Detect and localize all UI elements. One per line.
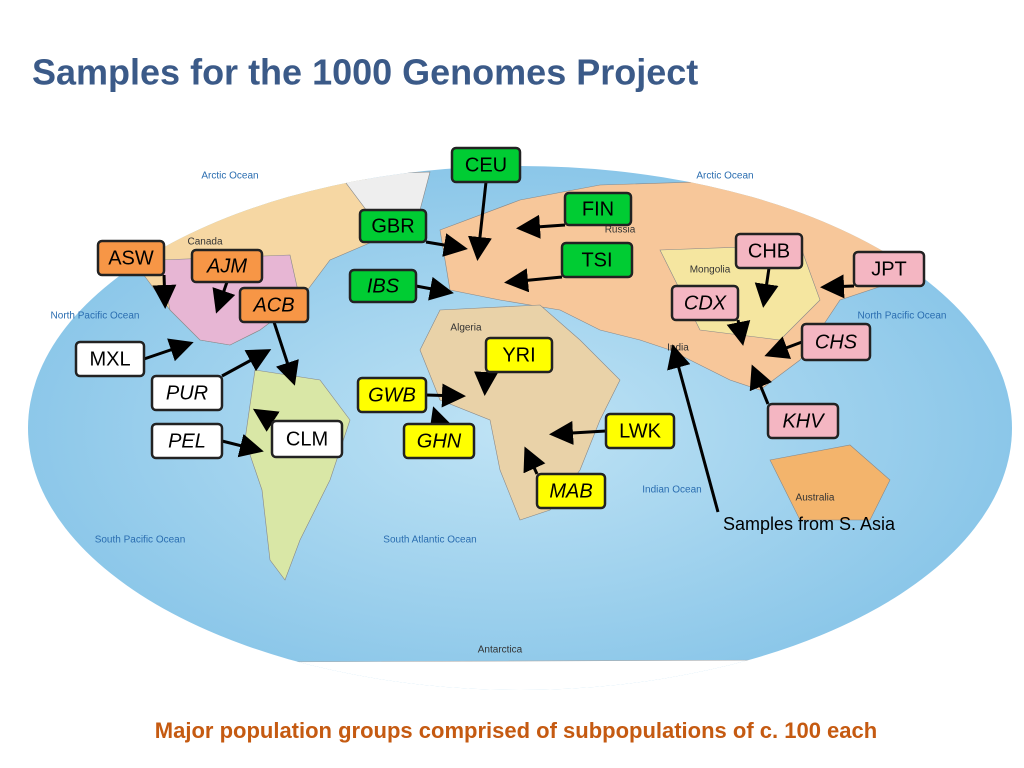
note-arrow [667, 344, 720, 513]
pointer-arrow [468, 181, 492, 261]
population-label: PEL [168, 430, 206, 452]
population-label: GHN [417, 430, 462, 452]
map-label: Australia [796, 493, 835, 504]
map-label: Arctic Ocean [201, 171, 258, 182]
population-label: ACB [252, 294, 294, 316]
pointer-arrow [152, 274, 177, 309]
population-box [484, 336, 554, 374]
slide-title: Samples for the 1000 Genomes Project [32, 52, 698, 93]
map-label: Indian Ocean [642, 485, 702, 496]
population-box [766, 402, 840, 440]
pointer-arrow [504, 268, 563, 293]
population-label: KHV [782, 410, 825, 432]
population-label: ASW [108, 247, 154, 269]
map-label: Canada [187, 237, 222, 248]
population-label: LWK [619, 420, 662, 442]
population-box [852, 250, 926, 288]
population-label: CDX [684, 292, 727, 314]
population-box [348, 268, 418, 304]
pointer-arrow [749, 364, 772, 405]
population-box [150, 374, 224, 412]
pointer-arrow [425, 383, 466, 408]
population-label: PUR [166, 382, 208, 404]
population-label: CHS [815, 331, 858, 353]
map-label: North Pacific Ocean [858, 311, 947, 322]
pointer-arrow [726, 319, 751, 346]
population-label: CEU [465, 154, 507, 176]
population-label: YRI [502, 344, 535, 366]
pointer-arrow [516, 214, 566, 239]
map-label: North Pacific Ocean [51, 311, 140, 322]
pointer-arrow [415, 276, 454, 301]
pointer-arrow [143, 338, 194, 362]
population-box [560, 241, 634, 279]
pointer-arrow [252, 408, 280, 432]
map-label: Mongolia [690, 265, 731, 276]
pointer-arrow [272, 321, 299, 386]
pointer-arrow [820, 274, 855, 299]
population-label: AJM [206, 255, 247, 277]
population-box [535, 472, 607, 510]
population-label: MXL [89, 348, 130, 370]
population-label: MAB [549, 480, 592, 502]
population-box [150, 422, 224, 460]
population-box [238, 286, 310, 324]
pointer-arrow [429, 406, 453, 433]
map-label: Arctic Ocean [696, 171, 753, 182]
population-box [356, 376, 428, 414]
population-box [358, 208, 428, 244]
pointer-arrow [221, 433, 264, 458]
population-box [670, 284, 740, 322]
pointer-arrow [754, 267, 779, 308]
population-label: FIN [582, 198, 614, 220]
pointer-arrow [221, 349, 272, 378]
population-box [190, 248, 264, 284]
footer: Major population groups comprised of sub… [155, 718, 877, 743]
pointer-arrow [474, 371, 498, 396]
population-box [270, 419, 344, 459]
population-label: JPT [871, 258, 907, 280]
map-label: South Atlantic Ocean [383, 535, 476, 546]
note: Samples from S. Asia [723, 514, 896, 534]
population-label: GWB [368, 384, 416, 406]
pointer-arrow [523, 446, 546, 475]
map-label: Antarctica [478, 645, 523, 656]
population-label: GBR [371, 215, 414, 237]
map-label: South Pacific Ocean [95, 535, 186, 546]
population-box [450, 146, 522, 184]
population-label: CHB [748, 240, 790, 262]
map-label: Russia [605, 225, 636, 236]
population-box [74, 340, 146, 378]
pointer-arrow [549, 420, 607, 445]
map-label: India [667, 343, 689, 354]
pointer-arrow [764, 336, 803, 359]
map-label: Algeria [450, 323, 482, 334]
population-box [604, 412, 676, 450]
pointer-arrow [212, 281, 236, 314]
population-box [96, 239, 166, 277]
population-label: CLM [286, 428, 328, 450]
population-box [402, 422, 476, 460]
population-box [734, 232, 804, 270]
population-box [563, 191, 633, 227]
population-box [800, 322, 872, 362]
pointer-arrow [425, 233, 468, 257]
population-label: IBS [367, 275, 400, 297]
population-label: TSI [581, 249, 612, 271]
